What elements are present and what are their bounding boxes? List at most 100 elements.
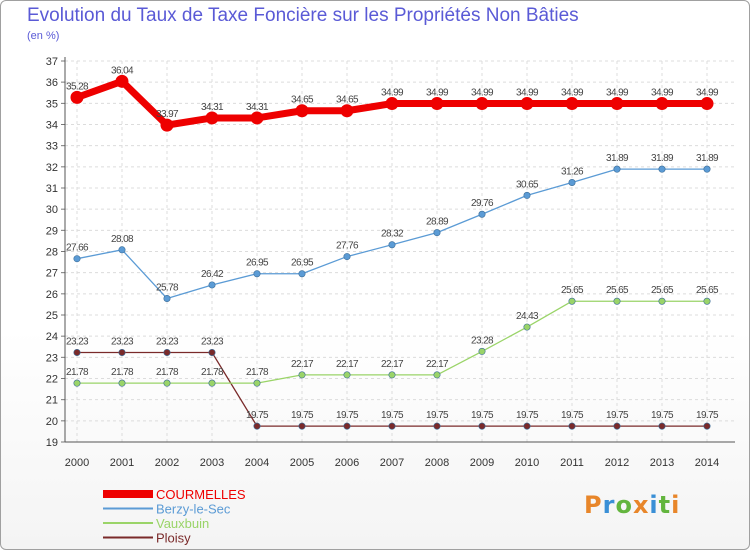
x-tick-label: 2010	[515, 457, 539, 469]
data-label-berzy-le-sec: 30.65	[516, 179, 539, 190]
data-point-ploisy	[613, 422, 621, 430]
y-tick-label: 20	[46, 416, 58, 428]
data-label-vauxbuin: 21.78	[246, 367, 269, 378]
data-label-ploisy: 23.23	[66, 336, 89, 347]
data-point-courmelles	[295, 104, 309, 118]
data-point-ploisy	[163, 348, 171, 356]
data-point-vauxbuin	[613, 297, 621, 305]
data-point-vauxbuin	[343, 371, 351, 379]
data-point-courmelles	[205, 111, 219, 125]
logo-letter: i	[671, 491, 681, 519]
data-label-vauxbuin: 21.78	[156, 367, 179, 378]
data-label-vauxbuin: 25.65	[561, 285, 584, 296]
data-label-ploisy: 23.23	[156, 336, 179, 347]
data-point-vauxbuin	[478, 347, 486, 355]
data-label-courmelles: 34.99	[381, 88, 404, 99]
data-point-vauxbuin	[298, 371, 306, 379]
data-label-berzy-le-sec: 28.89	[426, 217, 449, 228]
data-label-courmelles: 34.65	[336, 95, 359, 106]
data-label-courmelles: 34.99	[516, 88, 539, 99]
data-point-berzy-le-sec	[433, 229, 441, 237]
data-point-ploisy	[703, 422, 711, 430]
data-label-vauxbuin: 25.65	[606, 285, 629, 296]
data-label-berzy-le-sec: 28.08	[111, 234, 134, 245]
legend-label-vauxbuin: Vauxbuin	[156, 516, 209, 531]
data-label-courmelles: 34.31	[246, 102, 269, 113]
y-tick-label: 35	[46, 98, 58, 110]
x-tick-label: 2008	[425, 457, 449, 469]
legend-label-courmelles: COURMELLES	[156, 487, 246, 502]
y-tick-label: 31	[46, 183, 58, 195]
data-point-courmelles	[475, 97, 489, 111]
data-point-vauxbuin	[163, 379, 171, 387]
data-label-courmelles: 33.97	[156, 109, 179, 120]
data-label-vauxbuin: 22.17	[381, 359, 404, 370]
data-label-berzy-le-sec: 25.78	[156, 282, 179, 293]
data-point-berzy-le-sec	[613, 165, 621, 173]
data-point-ploisy	[523, 422, 531, 430]
data-point-ploisy	[658, 422, 666, 430]
x-tick-label: 2001	[110, 457, 134, 469]
x-tick-label: 2009	[470, 457, 494, 469]
chart-unit-label: (en %)	[27, 30, 60, 42]
data-label-berzy-le-sec: 31.89	[696, 153, 719, 164]
data-point-ploisy	[298, 422, 306, 430]
y-tick-label: 19	[46, 437, 58, 449]
data-point-ploisy	[388, 422, 396, 430]
data-label-courmelles: 36.04	[111, 65, 134, 76]
data-point-berzy-le-sec	[478, 210, 486, 218]
data-label-courmelles: 34.99	[426, 88, 449, 99]
data-point-berzy-le-sec	[658, 165, 666, 173]
data-label-courmelles: 34.99	[471, 88, 494, 99]
data-point-ploisy	[208, 348, 216, 356]
data-label-vauxbuin: 21.78	[201, 367, 224, 378]
data-point-courmelles	[250, 111, 264, 125]
data-point-courmelles	[520, 97, 534, 111]
data-point-courmelles	[385, 97, 399, 111]
data-label-berzy-le-sec: 29.76	[471, 198, 494, 209]
y-tick-label: 32	[46, 162, 58, 174]
data-point-vauxbuin	[388, 371, 396, 379]
y-tick-label: 21	[46, 395, 58, 407]
data-point-ploisy	[343, 422, 351, 430]
data-label-courmelles: 34.31	[201, 102, 224, 113]
y-tick-label: 30	[46, 204, 58, 216]
data-point-vauxbuin	[253, 379, 261, 387]
data-label-courmelles: 34.99	[651, 88, 674, 99]
axis-layer: 19 20 21 22 23 24 25 26 27 28 29 30 31 32 33 34 35 36 37 20…	[46, 56, 735, 469]
data-label-ploisy: 19.75	[696, 410, 719, 421]
data-point-vauxbuin	[433, 371, 441, 379]
x-tick-label: 2003	[200, 457, 224, 469]
data-point-vauxbuin	[658, 297, 666, 305]
logo-letter: x	[632, 491, 650, 519]
data-label-ploisy: 23.23	[111, 336, 134, 347]
data-point-ploisy	[253, 422, 261, 430]
data-point-courmelles	[430, 97, 444, 111]
data-point-berzy-le-sec	[73, 255, 81, 263]
logo-letter: P	[584, 491, 603, 519]
data-label-berzy-le-sec: 31.89	[606, 153, 629, 164]
data-point-courmelles	[340, 104, 354, 118]
x-tick-label: 2014	[695, 457, 719, 469]
data-label-ploisy: 19.75	[381, 410, 404, 421]
chart-title: Evolution du Taux de Taxe Foncière sur l…	[27, 5, 579, 26]
y-tick-label: 37	[46, 56, 58, 68]
data-label-ploisy: 19.75	[516, 410, 539, 421]
data-point-courmelles	[565, 97, 579, 111]
y-tick-label: 28	[46, 247, 58, 259]
x-tick-label: 2005	[290, 457, 314, 469]
y-tick-label: 36	[46, 77, 58, 89]
data-label-ploisy: 19.75	[561, 410, 584, 421]
x-tick-label: 2011	[560, 457, 584, 469]
data-label-vauxbuin: 21.78	[111, 367, 134, 378]
data-label-berzy-le-sec: 26.42	[201, 269, 224, 280]
data-label-vauxbuin: 22.17	[336, 359, 359, 370]
data-label-courmelles: 34.99	[606, 88, 629, 99]
y-tick-label: 22	[46, 374, 58, 386]
data-label-vauxbuin: 22.17	[426, 359, 449, 370]
x-tick-label: 2000	[65, 457, 89, 469]
data-label-berzy-le-sec: 28.32	[381, 229, 404, 240]
data-label-vauxbuin: 25.65	[696, 285, 719, 296]
data-point-courmelles	[655, 97, 669, 111]
